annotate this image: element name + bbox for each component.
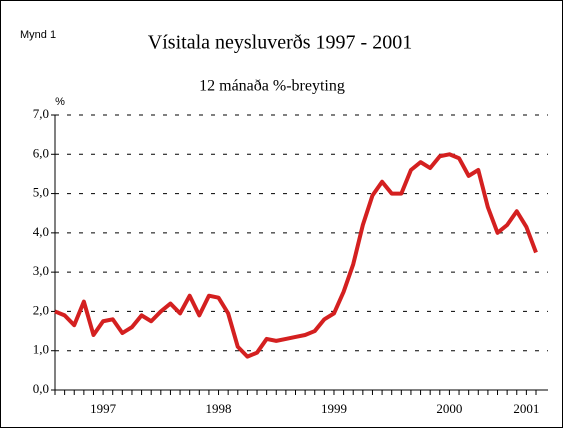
y-tick-label: 2,0: [33, 302, 49, 317]
chart-title: Vísitala neysluverðs 1997 - 2001: [148, 32, 412, 54]
y-tick-label: 5,0: [33, 185, 49, 200]
y-tick-label: 6,0: [33, 145, 49, 160]
chart-subtitle: 12 mánaða %-breyting: [199, 78, 345, 95]
y-tick-label: 0,0: [33, 381, 49, 396]
x-tick-label: 1997: [90, 401, 117, 416]
x-tick-label: 2000: [436, 401, 462, 416]
y-tick-label: 1,0: [33, 342, 49, 357]
x-tick-label: 1998: [206, 401, 232, 416]
y-tick-label: 4,0: [33, 224, 49, 239]
y-unit: %: [55, 96, 65, 108]
line-series: [54, 152, 538, 359]
figure-label: Mynd 1: [20, 29, 56, 41]
y-tick-label: 3,0: [33, 263, 49, 278]
x-tick-label: 2001: [513, 401, 539, 416]
x-tick-label: 1999: [321, 401, 347, 416]
y-tick-label: 7,0: [33, 106, 49, 121]
